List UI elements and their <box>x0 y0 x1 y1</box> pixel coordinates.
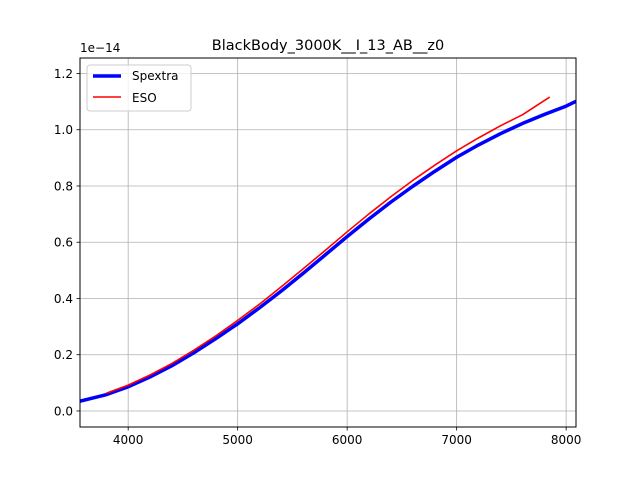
y-tick-label: 0.4 <box>54 292 73 306</box>
y-tick-label: 0.0 <box>54 404 73 418</box>
y-axis: 0.0 0.2 0.4 0.6 0.8 1.0 1.2 <box>54 67 80 418</box>
x-axis: 4000 5000 6000 7000 8000 <box>113 427 582 447</box>
y-offset-text: 1e−14 <box>80 41 120 55</box>
y-tick-label: 0.6 <box>54 236 73 250</box>
y-tick-label: 1.0 <box>54 123 73 137</box>
x-tick-label: 6000 <box>332 433 363 447</box>
x-tick-label: 4000 <box>113 433 144 447</box>
y-tick-label: 1.2 <box>54 67 73 81</box>
y-tick-label: 0.8 <box>54 179 73 193</box>
chart-title: BlackBody_3000K__I_13_AB__z0 <box>212 38 444 54</box>
x-tick-label: 7000 <box>441 433 472 447</box>
series-line-spextra <box>80 99 576 403</box>
series-line-eso <box>106 96 551 394</box>
x-tick-label: 5000 <box>222 433 253 447</box>
y-tick-label: 0.2 <box>54 348 73 362</box>
x-tick-label: 8000 <box>551 433 582 447</box>
legend-label-spextra: Spextra <box>132 69 179 83</box>
legend-label-eso: ESO <box>132 91 157 105</box>
legend: Spextra ESO <box>86 64 192 112</box>
series-layer <box>80 96 576 403</box>
